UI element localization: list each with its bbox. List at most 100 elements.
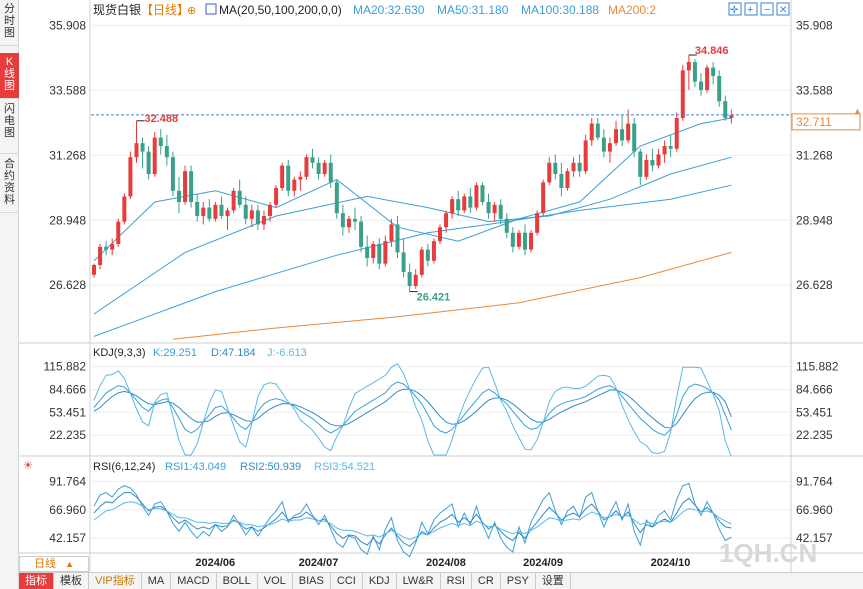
candle [632, 118, 637, 158]
indicator-tab-5[interactable]: BOLL [217, 573, 258, 589]
period-selector[interactable]: 日线 ▲ [19, 556, 89, 572]
indicator-tab-9[interactable]: KDJ [363, 573, 397, 589]
candle-body [189, 171, 194, 202]
candle [322, 160, 327, 177]
candle [122, 193, 127, 225]
candle [444, 210, 449, 233]
candle-body [128, 157, 133, 197]
candle [152, 132, 157, 177]
candle-body [328, 162, 333, 183]
candle-body [656, 154, 661, 166]
candle-body [632, 123, 637, 152]
tab-timeshare[interactable]: 分时图 [0, 0, 19, 46]
candle-body [504, 218, 509, 233]
tab-kline[interactable]: K线图 [0, 53, 19, 99]
candle [255, 204, 260, 230]
candle-body [444, 213, 449, 228]
indicator-tab-13[interactable]: PSY [501, 573, 536, 589]
candle-body [146, 151, 151, 174]
candle-body [116, 221, 121, 244]
candle [316, 157, 321, 180]
price-tick-left: 31.268 [49, 148, 86, 162]
candle [516, 230, 521, 250]
kdj-k-value: K:29.251 [153, 347, 197, 359]
candle-body [395, 224, 400, 253]
ma-label: MA(20,50,100,200,0,0) [219, 3, 342, 17]
candle [146, 146, 151, 180]
kdj-tick-right: 84.666 [796, 382, 833, 396]
zoom-in-icon[interactable] [744, 2, 758, 16]
candle-body [274, 188, 279, 205]
indicator-tab-2[interactable]: VIP指标 [89, 573, 142, 589]
ma50-value: MA50:31.180 [437, 3, 509, 17]
candle-body [201, 207, 206, 216]
indicator-tab-6[interactable]: VOL [258, 573, 293, 589]
candle-body [401, 252, 406, 272]
crosshair-icon[interactable] [728, 2, 742, 16]
candle-body [377, 244, 382, 264]
candle [638, 148, 643, 186]
indicator-tab-7[interactable]: BIAS [293, 573, 331, 589]
tab-contract-info[interactable]: 合约资料 [0, 155, 19, 213]
candle [699, 73, 703, 96]
candle [571, 157, 576, 177]
rsi-line-rsi1 [93, 482, 732, 558]
candle-body [413, 274, 418, 286]
indicator-tab-10[interactable]: LW&R [397, 573, 441, 589]
rsi-tick-right: 42.157 [796, 531, 833, 545]
candle-body [104, 246, 109, 250]
watermark: 1QH.CN [719, 538, 817, 568]
candle-body [674, 118, 679, 149]
period-selector-label: 日线 [34, 558, 56, 570]
indicator-tab-12[interactable]: CR [472, 573, 501, 589]
candle-body [680, 70, 685, 118]
candle-body [620, 129, 625, 141]
kline-chart[interactable]: 35.908 33.588 31.268 28.948 26.628 35.908 33.… [19, 0, 863, 572]
candle-body [134, 143, 139, 158]
instrument-name: 现货白银 [93, 2, 141, 17]
candle-body [183, 171, 188, 202]
indicator-settings-icon[interactable]: ☀ [23, 460, 33, 472]
zoom-out-icon[interactable] [760, 2, 774, 16]
indicator-tab-1[interactable]: 模板 [54, 573, 89, 589]
candle [553, 154, 558, 180]
candle [334, 179, 339, 219]
candle [365, 235, 370, 267]
candle-body [213, 204, 218, 219]
candle-body [92, 265, 96, 275]
candle-body [219, 204, 224, 216]
candle-body [474, 185, 479, 208]
candle-body [158, 137, 163, 146]
indicator-tab-4[interactable]: MACD [171, 573, 217, 589]
candle [237, 179, 242, 208]
ma-chart-icon[interactable] [205, 3, 217, 15]
candle [486, 193, 491, 219]
indicator-tab-8[interactable]: CCI [331, 573, 363, 589]
close-icon[interactable] [776, 2, 790, 16]
candle-body [286, 165, 291, 191]
indicator-tab-3[interactable]: MA [142, 573, 172, 589]
current-price-marker-icon: ▲ [853, 106, 862, 116]
candle [286, 160, 291, 197]
candle [705, 64, 710, 93]
candle-body [255, 210, 260, 225]
candle-body [668, 146, 673, 149]
indicator-tab-14[interactable]: 设置 [536, 573, 571, 589]
ma200-value: MA200:2 [608, 3, 656, 17]
kdj-line-d [93, 388, 732, 429]
period-label: 【日线】 [141, 3, 189, 17]
candle-body [340, 213, 345, 228]
svg-text:✛: ✛ [730, 5, 739, 16]
tab-flash[interactable]: 闪电图 [0, 100, 19, 154]
ma-settings-icon[interactable]: ⊕ [187, 5, 196, 17]
candle-body [176, 190, 181, 202]
price-tick-right: 31.268 [796, 148, 833, 162]
candle [98, 244, 103, 270]
indicator-tab-0[interactable]: 指标 [19, 573, 54, 589]
candle-body [431, 241, 436, 261]
x-tick-label: 2024/09 [523, 557, 563, 569]
indicator-tab-11[interactable]: RSI [441, 573, 472, 589]
candle-body [583, 140, 588, 172]
x-tick-label: 2024/10 [651, 557, 691, 569]
candle-body [626, 123, 631, 141]
